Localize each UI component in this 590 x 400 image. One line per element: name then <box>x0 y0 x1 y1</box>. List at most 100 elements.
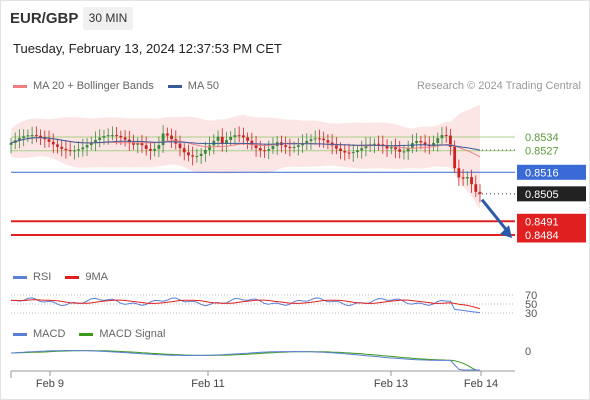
candle-body <box>326 140 330 143</box>
candle-body <box>474 184 478 192</box>
candle-body <box>102 136 106 138</box>
candle-body <box>199 153 203 156</box>
bollinger-band <box>11 104 480 210</box>
legend-rsi: RSI <box>13 271 51 283</box>
candle-body <box>220 136 224 144</box>
legend-rsi-label: RSI <box>33 271 52 283</box>
candle-body <box>258 148 262 151</box>
forecast-arrow <box>480 198 512 239</box>
candle-body <box>64 148 68 151</box>
x-tick-label: Feb 11 <box>191 378 224 390</box>
candle-body <box>296 145 300 147</box>
legend-ma50-swatch <box>167 84 182 88</box>
candle-body <box>406 147 410 152</box>
candle-body <box>478 191 482 194</box>
candle-body <box>229 136 233 141</box>
forecast-arrow-shaft <box>480 198 511 235</box>
timeframe-button[interactable]: 30 MIN <box>83 7 133 30</box>
candle-body <box>72 150 76 152</box>
legend-macd-signal-swatch <box>79 332 94 336</box>
moving-averages <box>10 137 481 158</box>
candle-body <box>267 149 271 151</box>
macd-legend: MACD MACD Signal <box>13 328 179 340</box>
candle-body <box>85 145 89 148</box>
price-levels <box>11 136 515 236</box>
candle-body <box>195 155 199 157</box>
candle-body <box>233 135 237 137</box>
x-axis: Feb 9 Feb 11 Feb 13 Feb 14 <box>10 370 515 390</box>
legend-ma20-swatch <box>13 84 27 88</box>
legend-9ma-label: 9MA <box>85 271 108 283</box>
candle-body <box>444 135 448 137</box>
candle-body <box>453 146 457 169</box>
candle-body <box>56 144 59 147</box>
candle-body <box>364 146 368 149</box>
macd-line <box>10 350 480 371</box>
ma50-line <box>10 137 481 151</box>
candle-body <box>18 138 21 141</box>
candle-body <box>449 135 452 147</box>
candle-body <box>60 146 64 149</box>
candle-body <box>305 140 309 144</box>
candle-body <box>34 135 38 137</box>
candle-body <box>187 152 190 156</box>
candle-body <box>30 135 34 137</box>
candle-body <box>419 140 423 143</box>
rsi-legend: RSI 9MA <box>13 271 122 283</box>
macd-tick-0: 0 <box>525 346 531 358</box>
candle-body <box>39 135 42 138</box>
chart-header: EUR/GBP 30 MIN <box>0 0 590 34</box>
candle-body <box>263 150 266 152</box>
price-legend: MA 20 + Bollinger Bands MA 50 <box>13 80 233 92</box>
candle-body <box>347 152 351 154</box>
candle-body <box>334 145 338 149</box>
legend-ma20: MA 20 + Bollinger Bands <box>13 80 154 92</box>
candle-body <box>165 133 169 136</box>
candle-body <box>51 141 55 145</box>
candle-body <box>157 145 161 149</box>
candle-body <box>470 177 473 185</box>
candle-body <box>68 150 72 152</box>
candle-body <box>153 148 157 151</box>
symbol-title: EUR/GBP <box>10 10 79 27</box>
candle-body <box>377 143 380 145</box>
legend-ma50-label: MA 50 <box>187 80 219 92</box>
level-label-0.8484: 0.8484 <box>525 230 559 242</box>
candle-body <box>339 148 342 152</box>
candle-body <box>161 133 165 146</box>
candle-body <box>313 138 317 140</box>
candle-body <box>237 135 241 137</box>
candle-body <box>123 137 127 140</box>
candle-body <box>140 142 144 146</box>
candle-body <box>351 152 355 154</box>
level-label-0.8527: 0.8527 <box>525 146 559 158</box>
bollinger-band-fill <box>11 104 480 210</box>
level-label-0.8516: 0.8516 <box>525 167 559 179</box>
candle-body <box>385 145 389 149</box>
candle-body <box>360 148 364 151</box>
candle-body <box>309 139 313 141</box>
candle-body <box>389 147 393 149</box>
candle-body <box>394 147 397 150</box>
candle-body <box>191 155 195 157</box>
candle-body <box>372 143 376 145</box>
candle-body <box>271 146 275 150</box>
candle-body <box>436 138 440 143</box>
candle-body <box>225 140 228 144</box>
candle-body <box>98 137 102 140</box>
candle-body <box>47 139 51 142</box>
candle-body <box>22 136 26 139</box>
level-tag-0.8516 <box>517 164 586 180</box>
candle-body <box>136 142 140 145</box>
legend-ma20-label: MA 20 + Bollinger Bands <box>33 80 154 92</box>
candle-body <box>77 149 81 151</box>
legend-macd-signal-label: MACD Signal <box>99 328 166 340</box>
legend-macd-label: MACD <box>33 328 66 340</box>
x-tick-label: Feb 14 <box>464 378 498 390</box>
candle-body <box>457 168 461 178</box>
candle-body <box>111 135 114 137</box>
candle-body <box>402 151 406 153</box>
candle-body <box>254 144 258 149</box>
candle-body <box>26 135 30 137</box>
